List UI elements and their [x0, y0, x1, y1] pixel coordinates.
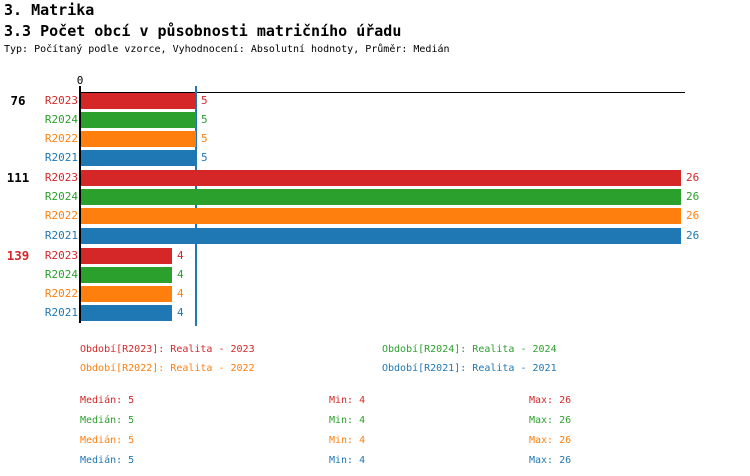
- series-row-label: R2021: [44, 229, 78, 242]
- bar-value-label: 5: [201, 113, 208, 126]
- x-axis-line: [80, 92, 685, 93]
- bar: [81, 170, 681, 186]
- bar-value-label: 4: [177, 268, 184, 281]
- series-row-label: R2021: [44, 151, 78, 164]
- bar-value-label: 5: [201, 151, 208, 164]
- chart-meta: Typ: Počítaný podle vzorce, Vyhodnocení:…: [4, 44, 450, 55]
- page-title: 3. Matrika: [4, 1, 95, 19]
- bar: [81, 131, 196, 147]
- bar: [81, 112, 196, 128]
- bar-value-label: 4: [177, 306, 184, 319]
- legend-item: Období[R2024]: Realita - 2024: [382, 344, 557, 355]
- legend-item: Období[R2023]: Realita - 2023: [80, 344, 255, 355]
- stat-min: Min: 4: [329, 455, 366, 466]
- bar: [81, 93, 196, 109]
- series-row-label: R2024: [44, 268, 78, 281]
- bar: [81, 189, 681, 205]
- bar-value-label: 26: [686, 190, 700, 203]
- bar: [81, 228, 681, 244]
- chart-title: 3.3 Počet obcí v působnosti matričního ú…: [4, 22, 402, 40]
- series-row-label: R2023: [44, 94, 78, 107]
- y-axis-line: [79, 86, 81, 323]
- stat-min: Min: 4: [329, 435, 366, 446]
- category-label: 139: [6, 248, 30, 263]
- stat-median: Medián: 5: [80, 455, 135, 466]
- series-row-label: R2022: [44, 209, 78, 222]
- bar-value-label: 26: [686, 209, 700, 222]
- series-row-label: R2024: [44, 113, 78, 126]
- category-label: 76: [10, 93, 26, 108]
- stat-min: Min: 4: [329, 395, 366, 406]
- series-row-label: R2022: [44, 132, 78, 145]
- bar: [81, 248, 172, 264]
- legend-item: Období[R2022]: Realita - 2022: [80, 363, 255, 374]
- stat-median: Medián: 5: [80, 395, 135, 406]
- stat-max: Max: 26: [529, 435, 572, 446]
- stat-min: Min: 4: [329, 415, 366, 426]
- x-axis-zero-tick-label: 0: [76, 74, 84, 87]
- bar: [81, 208, 681, 224]
- stat-max: Max: 26: [529, 415, 572, 426]
- series-row-label: R2024: [44, 190, 78, 203]
- bar: [81, 286, 172, 302]
- stat-median: Medián: 5: [80, 415, 135, 426]
- bar-value-label: 5: [201, 94, 208, 107]
- bar: [81, 150, 196, 166]
- series-row-label: R2023: [44, 171, 78, 184]
- bar-value-label: 4: [177, 249, 184, 262]
- median-line: [195, 86, 197, 326]
- stat-median: Medián: 5: [80, 435, 135, 446]
- stat-max: Max: 26: [529, 395, 572, 406]
- series-row-label: R2023: [44, 249, 78, 262]
- bar-value-label: 26: [686, 171, 700, 184]
- bar: [81, 267, 172, 283]
- series-row-label: R2022: [44, 287, 78, 300]
- series-row-label: R2021: [44, 306, 78, 319]
- legend-item: Období[R2021]: Realita - 2021: [382, 363, 557, 374]
- category-label: 111: [6, 170, 30, 185]
- bar-value-label: 5: [201, 132, 208, 145]
- bar: [81, 305, 172, 321]
- bar-value-label: 4: [177, 287, 184, 300]
- bar-value-label: 26: [686, 229, 700, 242]
- stat-max: Max: 26: [529, 455, 572, 466]
